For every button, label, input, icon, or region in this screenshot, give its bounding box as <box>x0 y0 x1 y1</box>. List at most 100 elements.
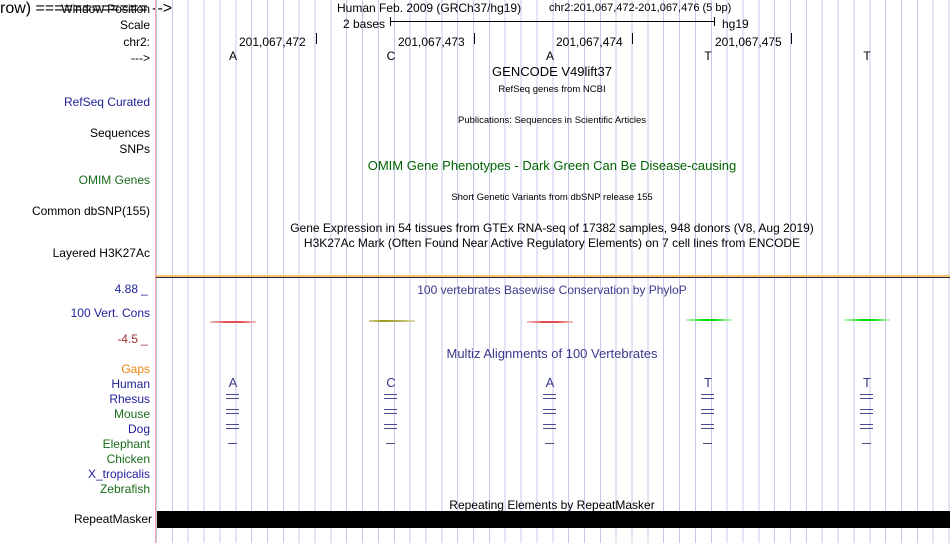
sidebar-item-common-dbsnp[interactable]: Common dbSNP(155) <box>31 204 150 218</box>
conservation-bar-base-5 <box>844 319 890 321</box>
gencode-track-title[interactable]: GENCODE V49lift37 <box>492 64 612 79</box>
ruler-tick-label-3: 201,067,474 <box>556 35 623 49</box>
multiz-track-title[interactable]: Multiz Alignments of 100 Vertebrates <box>446 346 658 361</box>
ruler-tick-mark-4 <box>791 33 792 44</box>
sidebar-item-species-zebrafish[interactable]: Zebrafish <box>99 482 150 496</box>
multiz-gap-dash <box>701 398 714 399</box>
multiz-gap-dash <box>384 424 397 425</box>
conservation-bar-base-4 <box>686 319 732 321</box>
label-chrom: chr2: <box>123 35 150 49</box>
scale-bar <box>390 17 715 26</box>
assembly-header: Human Feb. 2009 (GRCh37/hg19) <box>337 1 522 15</box>
assembly-short-label: hg19 <box>722 17 749 31</box>
repeatmasker-track-title[interactable]: Repeating Elements by RepeatMasker <box>449 498 655 512</box>
multiz-gap-dash <box>860 394 873 395</box>
multiz-gap-dash <box>701 413 714 414</box>
sidebar-item-gaps[interactable]: Gaps <box>121 362 150 376</box>
publications-track-title[interactable]: Publications: Sequences in Scientific Ar… <box>458 115 646 126</box>
multiz-gap-dash <box>226 398 239 399</box>
gtex-track-title[interactable]: Gene Expression in 54 tissues from GTEx … <box>290 221 814 235</box>
position-header: chr2:201,067,472-201,067,476 (5 bp) <box>549 2 732 14</box>
sidebar-item-species-dog[interactable]: Dog <box>127 422 150 436</box>
ruler-tick-label-1: 201,067,472 <box>239 35 306 49</box>
multiz-gap-dash <box>860 398 873 399</box>
multiz-gap-dash <box>543 409 556 410</box>
multiz-gap-dash <box>384 428 397 429</box>
multiz-gap-dash <box>860 413 873 414</box>
sidebar-item-species-x-tropicalis[interactable]: X_tropicalis <box>87 467 150 481</box>
conservation-bar-base-2 <box>369 320 415 322</box>
ruler-base-3: A <box>545 49 555 63</box>
conservation-axis-max: 4.88 <box>114 282 138 296</box>
sidebar-item-species-mouse[interactable]: Mouse <box>113 407 150 421</box>
window-left-edge-line <box>155 0 156 543</box>
multiz-gap-dash <box>543 413 556 414</box>
multiz-human-base-2: C <box>386 375 396 390</box>
conservation-axis-min: -4.5 <box>117 332 138 346</box>
ruler-tick-label-4: 201,067,475 <box>715 35 782 49</box>
multiz-gap-dash <box>543 398 556 399</box>
omim-track-title[interactable]: OMIM Gene Phenotypes - Dark Green Can Be… <box>367 158 737 173</box>
ruler-tick-mark-2 <box>474 33 475 44</box>
h3k27ac-baseline-fill <box>156 275 950 278</box>
ruler-tick-mark-3 <box>632 33 633 44</box>
multiz-gap-dash <box>701 428 714 429</box>
multiz-gap-dash <box>226 428 239 429</box>
multiz-gap-dash <box>543 394 556 395</box>
multiz-human-base-3: A <box>545 375 555 390</box>
multiz-human-base-4: T <box>704 375 712 390</box>
refseq-track-subtitle[interactable]: RefSeq genes from NCBI <box>498 84 606 95</box>
multiz-gap-dash <box>543 428 556 429</box>
conservation-track-title[interactable]: 100 vertebrates Basewise Conservation by… <box>417 283 687 297</box>
conservation-axis-min-tick: _ <box>141 332 148 346</box>
multiz-gap-dash <box>543 424 556 425</box>
multiz-gap-dash <box>384 394 397 395</box>
multiz-gap-dash <box>384 409 397 410</box>
multiz-gap-dash <box>860 428 873 429</box>
multiz-gap-dash <box>228 443 237 444</box>
multiz-human-base-1: A <box>228 375 238 390</box>
multiz-gap-dash <box>860 409 873 410</box>
multiz-gap-dash <box>226 413 239 414</box>
multiz-gap-dash <box>545 443 554 444</box>
sidebar-item-species-human[interactable]: Human <box>111 377 150 391</box>
multiz-gap-dash <box>384 398 397 399</box>
dbsnp-track-title[interactable]: Short Genetic Variants from dbSNP releas… <box>451 192 653 203</box>
repeatmasker-feature-bar[interactable] <box>157 511 950 528</box>
sidebar-item-omim-genes[interactable]: OMIM Genes <box>78 173 150 187</box>
multiz-gap-dash <box>701 409 714 410</box>
conservation-bar-base-1 <box>210 321 256 323</box>
multiz-gap-dash <box>860 424 873 425</box>
sidebar-item-publications-sequences[interactable]: Sequences <box>89 126 150 140</box>
multiz-gap-dash <box>862 443 871 444</box>
label-strand: ---> <box>131 51 150 65</box>
ruler-base-5: T <box>863 49 871 63</box>
multiz-gap-dash <box>386 443 395 444</box>
sidebar-item-publications-snps[interactable]: SNPs <box>119 142 150 156</box>
sidebar-item-species-elephant[interactable]: Elephant <box>102 437 150 451</box>
sidebar-item-100-vert-cons[interactable]: 100 Vert. Cons <box>70 306 150 320</box>
h3k27ac-baseline-rule <box>156 277 950 278</box>
multiz-gap-dash <box>703 443 712 444</box>
label-scale: Scale <box>119 18 150 32</box>
conservation-bar-base-3 <box>527 321 573 323</box>
sidebar-item-species-rhesus[interactable]: Rhesus <box>109 392 150 406</box>
h3k27ac-track-title[interactable]: H3K27Ac Mark (Often Found Near Active Re… <box>303 236 801 250</box>
conservation-axis-max-tick: _ <box>141 282 148 296</box>
sidebar-item-layered-h3k27ac[interactable]: Layered H3K27Ac <box>52 246 150 260</box>
multiz-gap-dash <box>384 413 397 414</box>
sidebar-item-species-chicken[interactable]: Chicken <box>106 452 150 466</box>
multiz-gap-dash <box>226 394 239 395</box>
ruler-base-1: A <box>228 49 238 63</box>
sidebar-item-refseq-curated[interactable]: RefSeq Curated <box>63 95 150 109</box>
sidebar-item-repeatmasker[interactable]: RepeatMasker <box>73 512 152 526</box>
multiz-human-base-5: T <box>863 375 871 390</box>
label-window-position: Window Position <box>61 2 150 16</box>
ruler-tick-label-2: 201,067,473 <box>398 35 465 49</box>
multiz-gap-dash <box>226 424 239 425</box>
ruler-base-2: C <box>386 49 396 63</box>
multiz-gap-dash <box>701 394 714 395</box>
multiz-gap-dash <box>226 409 239 410</box>
multiz-gap-dash <box>701 424 714 425</box>
